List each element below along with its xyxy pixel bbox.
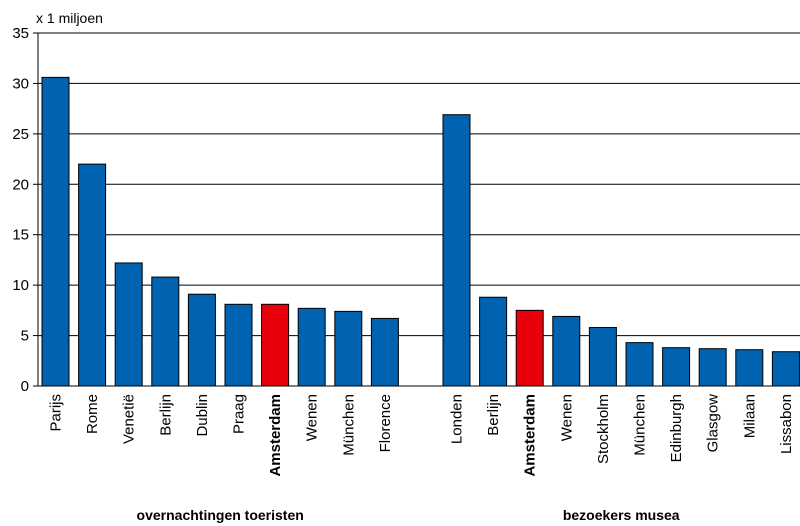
y-tick-label: 25 — [12, 126, 29, 143]
x-tick-label: Londen — [449, 394, 466, 444]
bar-edinburgh — [662, 347, 691, 387]
bar-milaan — [735, 349, 764, 387]
x-tick-label: Edinburgh — [668, 394, 685, 462]
axes — [37, 33, 800, 387]
x-tick-label: Venetië — [121, 394, 138, 444]
x-tick-label: Stockholm — [595, 394, 612, 464]
x-tick-label: Dublin — [194, 394, 211, 437]
bars — [41, 76, 800, 387]
x-tick-label: Florence — [377, 394, 394, 452]
x-tick-label: Rome — [84, 394, 101, 434]
bar-amsterdam — [261, 303, 290, 387]
x-tick-label: München — [632, 394, 649, 456]
x-tick-label: Wenen — [558, 394, 575, 441]
gridlines — [38, 32, 800, 337]
x-tick-label: Parijs — [48, 394, 65, 432]
x-tick-label: München — [340, 394, 357, 456]
x-tick-label: Wenen — [304, 394, 321, 441]
bar-münchen — [625, 342, 654, 387]
bar-florence — [370, 317, 399, 387]
x-tick-label: Glasgow — [705, 394, 722, 453]
bar-praag — [224, 303, 253, 387]
y-tick-label: 30 — [12, 75, 29, 92]
x-tick-label: Lissabon — [778, 394, 795, 454]
x-tick-label: Berlijn — [157, 394, 174, 436]
group-label: overnachtingen toeristen — [136, 507, 304, 523]
x-tick-label: Amsterdam — [267, 394, 284, 477]
bar-parijs — [41, 76, 70, 387]
group-label: bezoekers musea — [562, 507, 680, 523]
y-tick-label: 5 — [21, 328, 29, 345]
bar-rome — [78, 163, 107, 387]
y-tick-label: 0 — [21, 378, 29, 395]
bar-londen — [442, 114, 471, 387]
y-axis-ticks: 0 5 10 15 20 25 30 35 — [12, 25, 38, 395]
bar-glasgow — [698, 348, 727, 387]
bar-wenen — [552, 315, 581, 387]
y-unit-label: x 1 miljoen — [36, 10, 103, 26]
x-tick-label: Berlijn — [485, 394, 502, 436]
y-tick-label: 20 — [12, 176, 29, 193]
bar-wenen — [297, 307, 326, 387]
bar-stockholm — [588, 327, 617, 387]
bar-münchen — [334, 310, 363, 387]
y-tick-label: 15 — [12, 227, 29, 244]
bar-venetië — [114, 262, 143, 387]
bar-dublin — [187, 293, 216, 387]
x-tick-label: Praag — [231, 394, 248, 434]
x-axis-labels: Parijs Rome Venetië Berlijn Dublin Praag Amste… — [48, 394, 795, 477]
x-tick-label: Amsterdam — [522, 394, 539, 477]
x-tick-label: Milaan — [741, 394, 758, 438]
bar-berlijn — [151, 276, 180, 387]
bar-berlijn — [479, 296, 508, 387]
bar-amsterdam — [515, 309, 544, 387]
bar-lissabon — [771, 351, 800, 387]
y-tick-label: 35 — [12, 25, 29, 42]
y-tick-label: 10 — [12, 277, 29, 294]
